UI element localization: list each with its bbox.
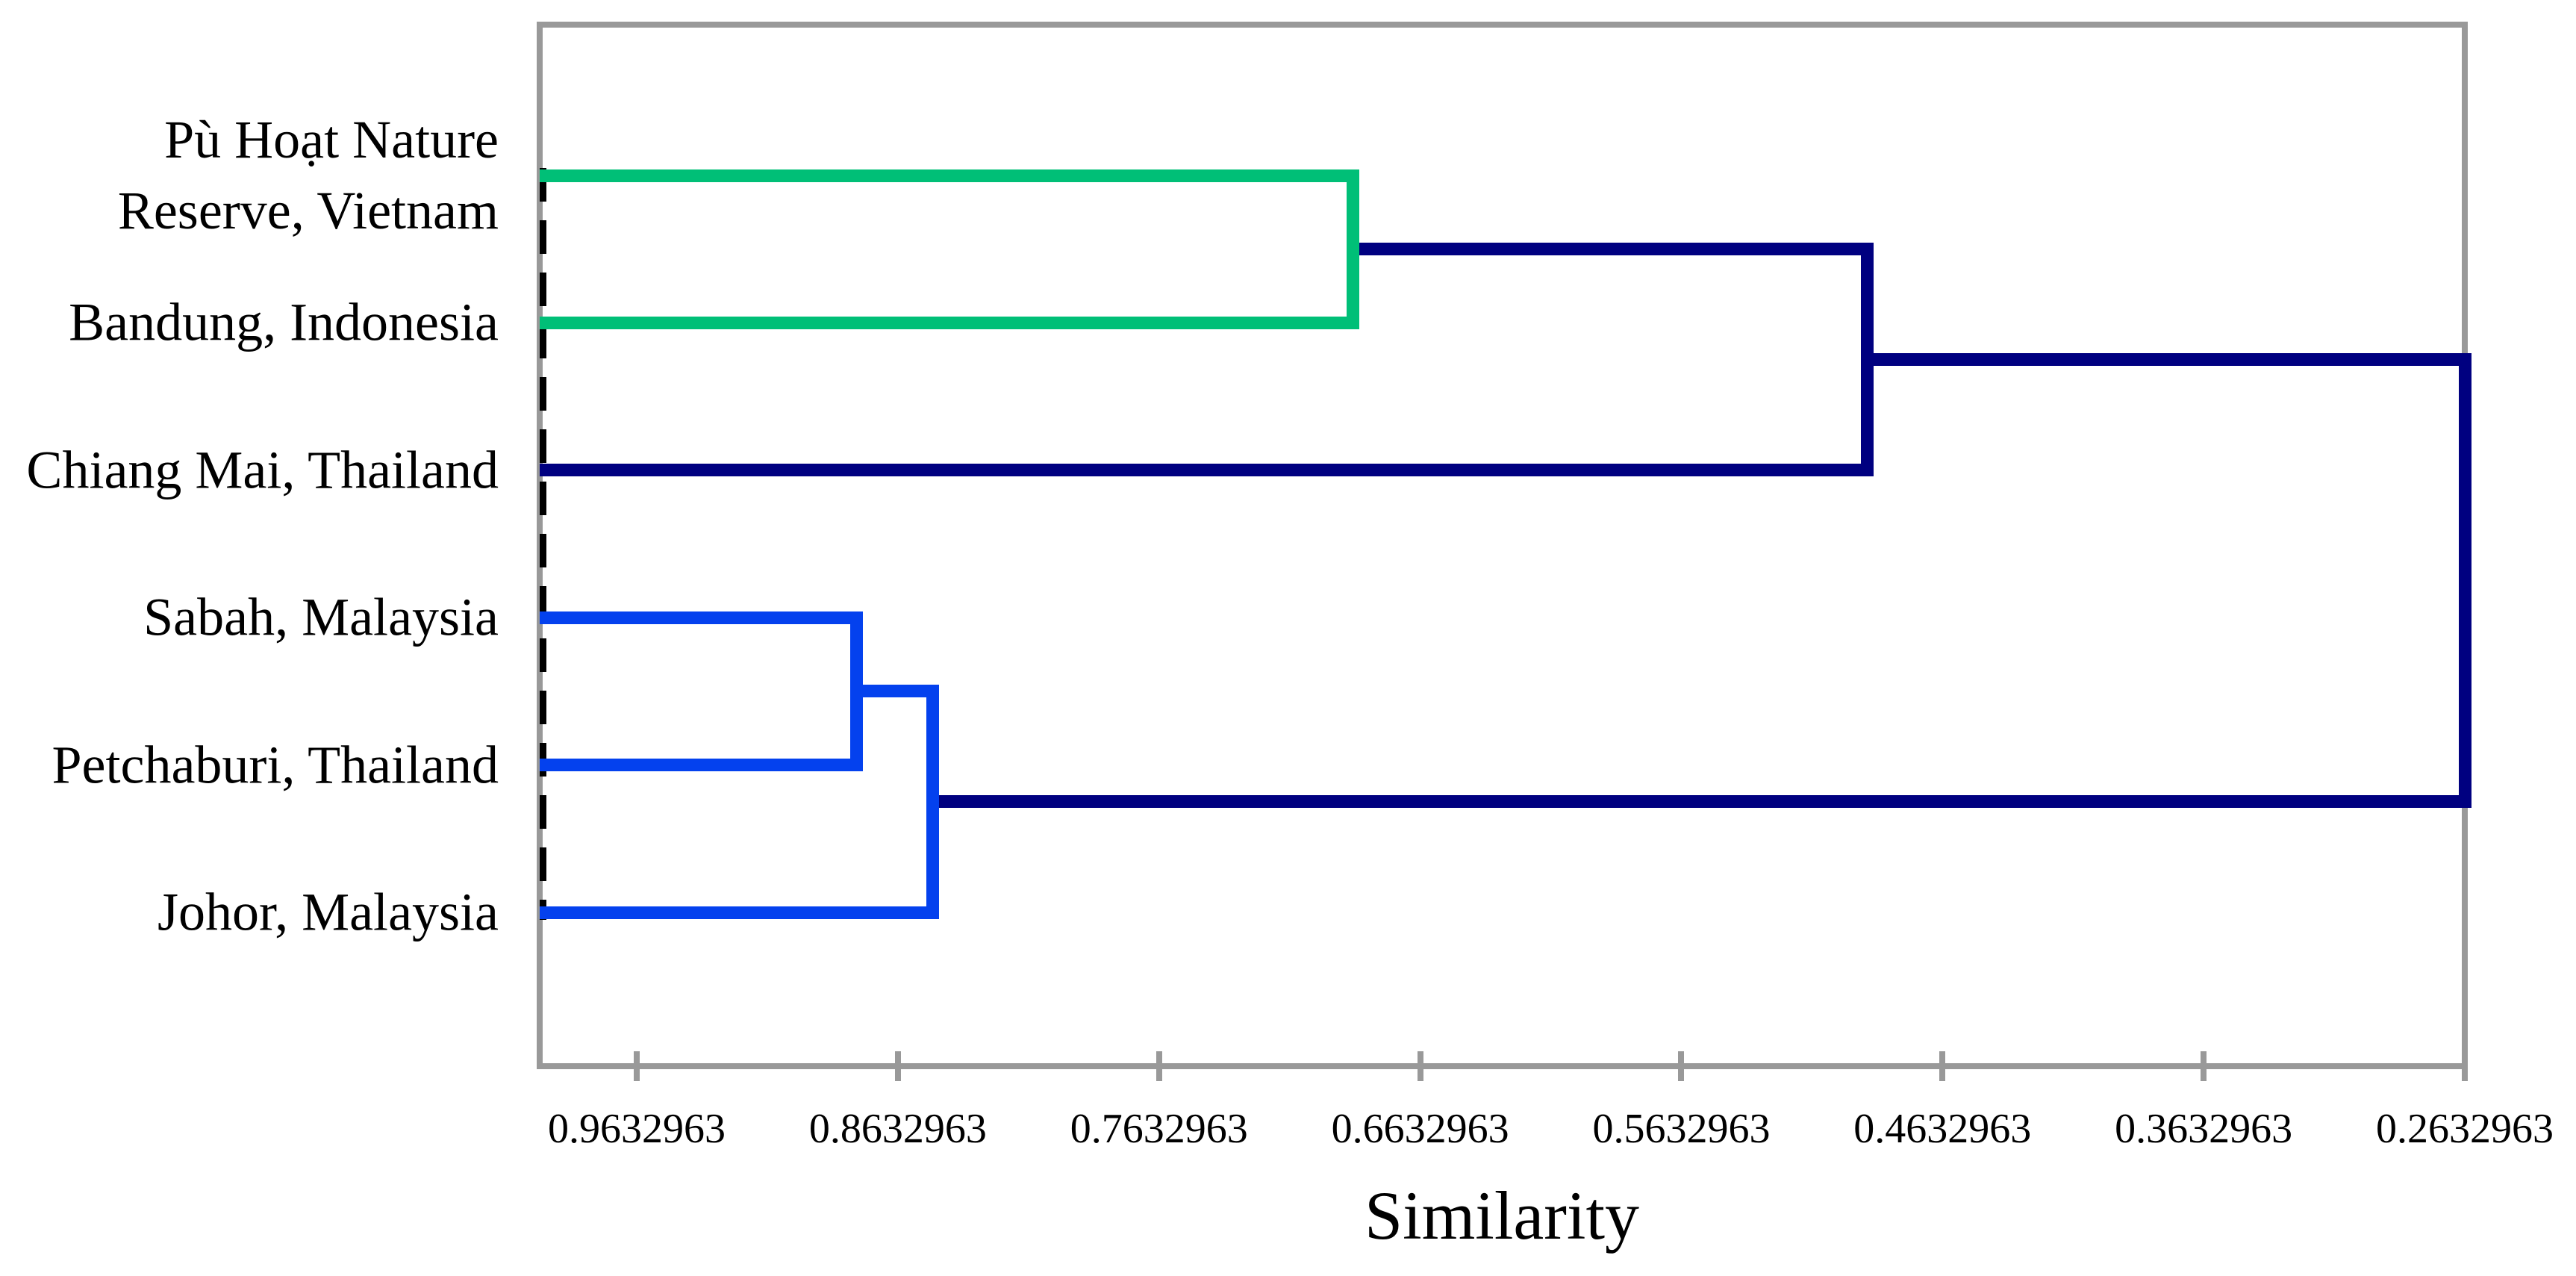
leaf-label-l5: Johor, Malaysia xyxy=(157,882,499,942)
dendrogram-branch-horizontal xyxy=(540,906,939,919)
dendrogram-junction-vertical xyxy=(926,685,939,919)
dendrogram-branch-horizontal xyxy=(926,795,2471,809)
leaf-label-l1: Bandung, Indonesia xyxy=(69,292,499,352)
x-axis-tick-label: 0.7632963 xyxy=(1070,1106,1248,1152)
x-axis-tick-mark xyxy=(634,1051,640,1081)
similarity-baseline-dashed-line xyxy=(540,168,546,920)
leaf-label-l4: Petchaburi, Thailand xyxy=(52,735,499,795)
x-axis-tick-mark xyxy=(1417,1051,1423,1081)
dendrogram-branch-horizontal xyxy=(540,464,1874,477)
dendrogram-branch-horizontal xyxy=(540,759,864,772)
x-axis-title: Similarity xyxy=(1365,1177,1639,1254)
dendrogram-junction-vertical xyxy=(1861,243,1874,477)
x-axis-tick-label: 0.2632963 xyxy=(2376,1106,2554,1152)
x-axis-tick-label: 0.4632963 xyxy=(1853,1106,2032,1152)
dendrogram-branch-horizontal xyxy=(540,316,1360,329)
x-axis-tick-label: 0.3632963 xyxy=(2115,1106,2293,1152)
dendrogram-branch-horizontal xyxy=(1861,353,2471,367)
dendrogram-branch-horizontal xyxy=(540,611,864,624)
leaf-label-l2: Chiang Mai, Thailand xyxy=(26,440,499,500)
x-axis-tick-label: 0.5632963 xyxy=(1592,1106,1771,1152)
dendrogram-junction-vertical xyxy=(850,611,864,772)
x-axis-tick-label: 0.8632963 xyxy=(808,1106,987,1152)
x-axis-tick-label: 0.9632963 xyxy=(548,1106,726,1152)
x-axis-tick-label: 0.6632963 xyxy=(1331,1106,1509,1152)
dendrogram-branch-horizontal xyxy=(540,169,1360,182)
x-axis-tick-mark xyxy=(1939,1051,1946,1081)
dendrogram-junction-vertical xyxy=(1347,169,1360,329)
leaf-label-l0: Pù Hoạt Nature Reserve, Vietnam xyxy=(117,109,499,240)
x-axis-tick-mark xyxy=(2462,1051,2469,1081)
dendrogram-branch-horizontal xyxy=(1347,243,1874,256)
x-axis-tick-mark xyxy=(1678,1051,1685,1081)
leaf-label-l3: Sabah, Malaysia xyxy=(143,587,499,647)
x-axis-tick-mark xyxy=(2201,1051,2207,1081)
x-axis-tick-mark xyxy=(1156,1051,1162,1081)
x-axis-tick-mark xyxy=(894,1051,901,1081)
dendrogram-branch-horizontal xyxy=(850,685,939,698)
dendrogram-junction-vertical xyxy=(2458,353,2471,809)
